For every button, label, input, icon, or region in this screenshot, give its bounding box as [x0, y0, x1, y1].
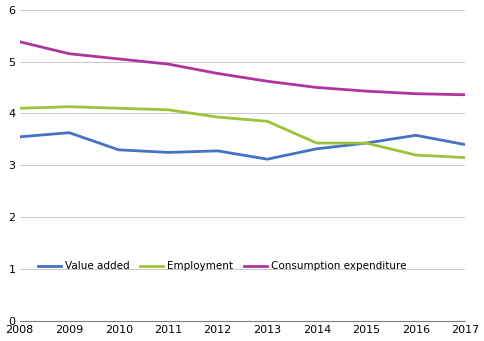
Line: Value added: Value added: [20, 133, 464, 159]
Employment: [66, 105, 72, 109]
Line: Consumption expenditure: Consumption expenditure: [20, 42, 464, 95]
Employment: [214, 115, 220, 119]
Line: Employment: Employment: [20, 107, 464, 158]
Consumption expenditure: [363, 89, 368, 93]
Employment: [412, 153, 418, 157]
Consumption expenditure: [214, 71, 220, 75]
Value added: [461, 143, 467, 147]
Consumption expenditure: [412, 92, 418, 96]
Employment: [116, 106, 121, 110]
Employment: [17, 106, 23, 110]
Consumption expenditure: [313, 86, 319, 90]
Value added: [214, 149, 220, 153]
Value added: [165, 150, 171, 154]
Legend: Value added, Employment, Consumption expenditure: Value added, Employment, Consumption exp…: [34, 257, 409, 276]
Value added: [363, 141, 368, 145]
Employment: [461, 155, 467, 160]
Employment: [165, 108, 171, 112]
Consumption expenditure: [17, 40, 23, 44]
Consumption expenditure: [461, 93, 467, 97]
Consumption expenditure: [116, 57, 121, 61]
Consumption expenditure: [66, 52, 72, 56]
Value added: [412, 133, 418, 137]
Employment: [313, 141, 319, 145]
Value added: [66, 131, 72, 135]
Value added: [17, 135, 23, 139]
Value added: [264, 157, 270, 161]
Employment: [363, 141, 368, 145]
Value added: [116, 148, 121, 152]
Employment: [264, 119, 270, 123]
Value added: [313, 147, 319, 151]
Consumption expenditure: [264, 79, 270, 83]
Consumption expenditure: [165, 62, 171, 66]
